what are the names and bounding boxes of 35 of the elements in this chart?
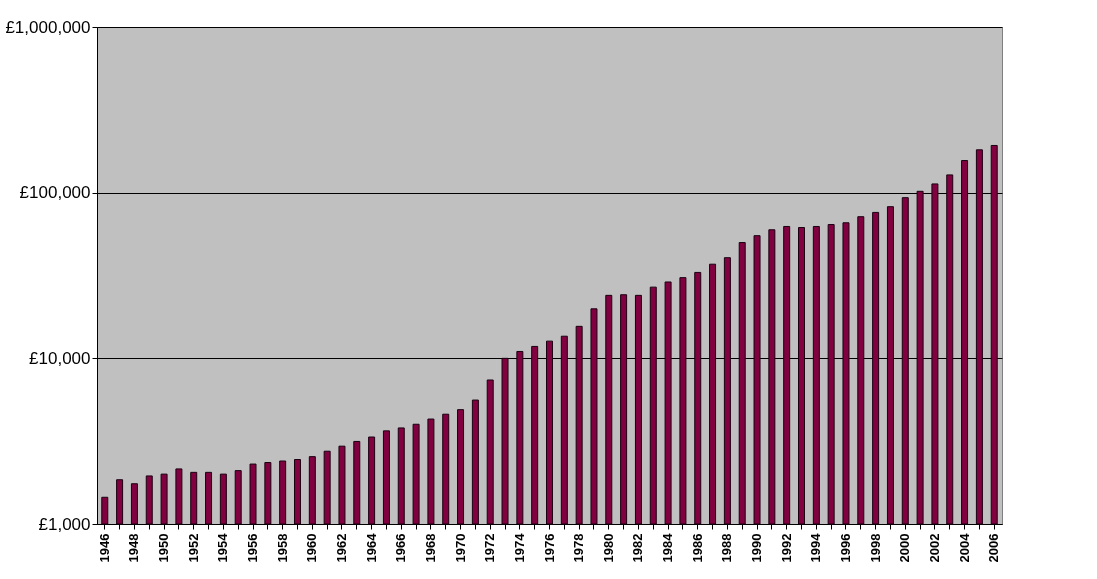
x-tick-label: 2004 [956, 532, 972, 563]
x-tick-label: 1988 [719, 533, 735, 563]
x-tick-label: 1978 [571, 533, 587, 563]
x-tick-label: 1994 [808, 532, 824, 563]
x-tick-label: 1986 [689, 533, 705, 563]
x-tick-label: 1968 [422, 533, 438, 563]
x-tick-label: 1952 [185, 533, 201, 563]
x-tick-label: 1958 [274, 533, 290, 563]
y-tick-label: £100,000 [19, 183, 91, 203]
x-tick-label: 1964 [363, 532, 379, 563]
x-tick-label: 1970 [452, 533, 468, 563]
x-tick-label: 1950 [156, 533, 172, 563]
x-tick-label: 1984 [660, 532, 676, 563]
x-tick-label: 1996 [837, 533, 853, 563]
x-tick-label: 1990 [749, 533, 765, 563]
x-tick-label: 1966 [393, 533, 409, 563]
x-tick-label: 1998 [867, 533, 883, 563]
x-tick-label: 1960 [304, 533, 320, 563]
x-tick-label: 1976 [541, 533, 557, 563]
x-tick-label: 1946 [96, 533, 112, 563]
x-tick-label: 2000 [897, 533, 913, 563]
y-tick-label: £1,000,000 [5, 17, 91, 37]
x-tick-label: 1974 [511, 532, 527, 563]
x-tick-label: 1956 [245, 533, 261, 563]
x-tick-label: 1992 [778, 533, 794, 563]
x-tick-label: 1954 [215, 532, 231, 563]
y-tick-label: £10,000 [29, 348, 91, 368]
x-tick-label: 2002 [926, 533, 942, 563]
x-tick-label: 1982 [630, 533, 646, 563]
x-tick-label: 2006 [986, 533, 1002, 563]
y-tick-label: £1,000 [38, 514, 91, 534]
x-tick-label: 1972 [482, 533, 498, 563]
x-tick-label: 1980 [600, 533, 616, 563]
x-tick-label: 1962 [333, 533, 349, 563]
x-tick-label: 1948 [126, 533, 142, 563]
